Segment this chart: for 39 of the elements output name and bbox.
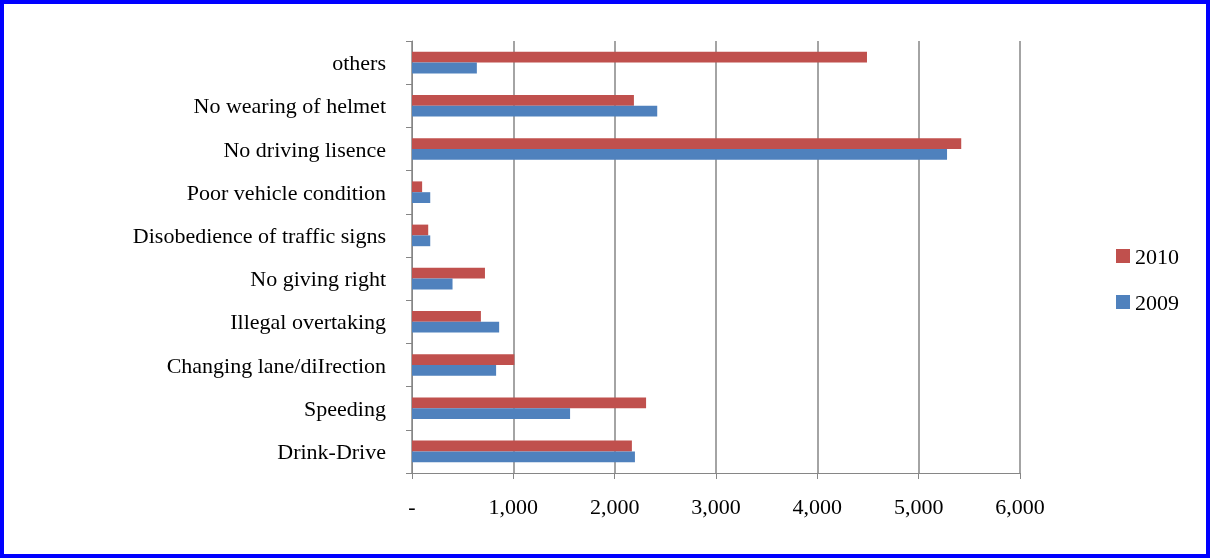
bar — [412, 311, 481, 322]
bar — [412, 408, 571, 419]
bar — [412, 397, 647, 409]
legend-label: 2009 — [1135, 289, 1179, 315]
x-tick-label: 2,000 — [589, 493, 640, 519]
bar — [412, 278, 453, 290]
y-tick-label: No giving right — [250, 266, 386, 292]
bar — [412, 62, 477, 74]
bar — [412, 51, 867, 63]
y-tick-label: Disobedience of traffic signs — [132, 222, 386, 248]
bar — [412, 181, 423, 193]
y-tick-label: No wearing of helmet — [193, 93, 386, 119]
bar — [412, 235, 431, 247]
bar — [412, 267, 485, 279]
x-tick-label: - — [408, 493, 416, 519]
y-tick-label: Poor vehicle condition — [186, 179, 386, 205]
bar — [412, 365, 497, 376]
bar — [412, 224, 429, 236]
y-tick-label: others — [332, 50, 386, 76]
y-tick-label: Drink-Drive — [277, 438, 386, 464]
x-tick-label: 1,000 — [488, 493, 539, 519]
y-tick-label: Speeding — [304, 395, 386, 421]
y-tick-label: Changing lane/diIrection — [166, 352, 386, 378]
x-tick-label: 4,000 — [792, 493, 843, 519]
x-tick-label: 6,000 — [995, 493, 1045, 519]
bar — [412, 95, 634, 106]
x-tick-label: 5,000 — [893, 493, 944, 519]
bar — [412, 192, 431, 203]
bar — [412, 105, 658, 117]
bar — [412, 149, 948, 160]
bar — [412, 440, 632, 452]
bar — [412, 451, 635, 463]
y-tick-label: Illegal overtaking — [230, 309, 386, 335]
x-tick-label: 3,000 — [691, 493, 741, 519]
y-tick-label: No driving lisence — [223, 136, 386, 162]
bar — [412, 354, 515, 365]
bar — [412, 138, 962, 149]
bar — [412, 321, 500, 333]
legend-label: 2010 — [1135, 243, 1179, 269]
